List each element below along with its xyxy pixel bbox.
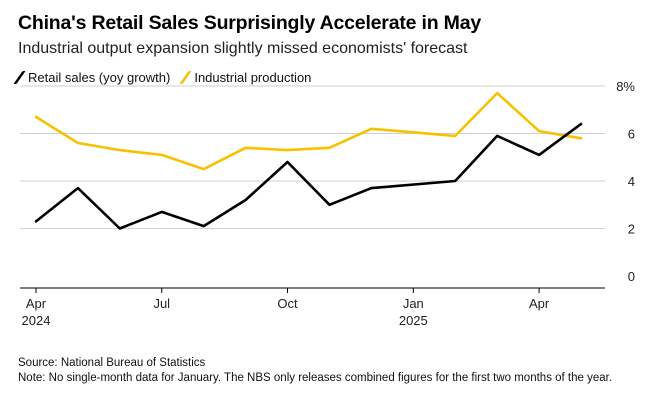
y-tick-label-6: 6 <box>628 127 635 142</box>
legend-label-retail: Retail sales (yoy growth) <box>28 69 171 85</box>
chart-legend: Retail sales (yoy growth) Industrial pro… <box>13 68 325 86</box>
chart-title: China's Retail Sales Surprisingly Accele… <box>18 12 481 34</box>
x-tick-label-apr-0: Apr <box>26 296 47 311</box>
x-tick-label-apr-12: Apr <box>529 296 550 311</box>
x-axis <box>20 287 605 293</box>
legend-label-industrial: Industrial production <box>194 69 312 85</box>
y-tick-label-4: 4 <box>628 174 635 189</box>
source-note: Source: National Bureau of Statistics <box>18 357 206 369</box>
x-tick-label-jan-9: Jan <box>403 296 424 311</box>
x-tick-label-jul-3: Jul <box>153 296 170 311</box>
series-lines <box>34 91 583 230</box>
series-line-industrial-production <box>34 91 583 171</box>
x-tick-label-oct-6: Oct <box>277 296 298 311</box>
tick-labels: 0 2 4 6 8% Apr 2024 Jul Oct Jan 2025 Apr <box>22 79 636 328</box>
footnote: Note: No single-month data for January. … <box>18 372 613 384</box>
legend-item-industrial: Industrial production <box>179 69 312 85</box>
gridlines <box>20 85 605 229</box>
series-line-retail-sales <box>34 122 583 230</box>
x-tick-year-2025: 2025 <box>399 313 428 328</box>
y-tick-label-8: 8% <box>616 79 635 94</box>
chart-subtitle: Industrial output expansion slightly mis… <box>18 40 468 57</box>
legend-item-retail: Retail sales (yoy growth) <box>13 69 171 85</box>
x-tick-year-2024: 2024 <box>22 313 51 328</box>
y-tick-label-0: 0 <box>628 269 635 284</box>
y-tick-label-2: 2 <box>628 222 635 237</box>
